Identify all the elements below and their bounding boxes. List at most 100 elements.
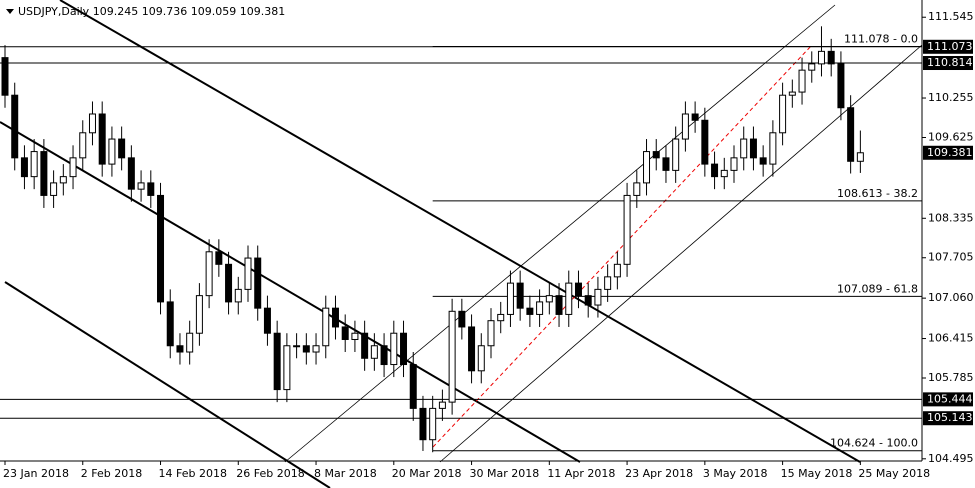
channel-line: [284, 4, 836, 463]
price-tag: [923, 145, 973, 160]
last-close: 109.381: [240, 5, 286, 18]
candle-body: [30, 151, 38, 178]
last-high: 109.736: [142, 5, 188, 18]
candle-body: [390, 332, 398, 366]
candle-body: [798, 69, 806, 93]
price-tag: [923, 39, 973, 54]
candle-body: [11, 94, 19, 159]
candle-body: [720, 169, 728, 178]
y-tick-label: 105.785: [928, 371, 974, 384]
channel-line: [439, 44, 923, 463]
candle-body: [701, 119, 709, 165]
candle-body: [419, 407, 427, 441]
candle-body: [370, 345, 378, 359]
candle-body: [69, 157, 77, 178]
x-tick-label: 25 May 2018: [858, 467, 930, 480]
candle-body: [147, 182, 155, 196]
candle-body: [195, 295, 203, 334]
price-tag: [923, 56, 973, 71]
candle-body: [127, 157, 135, 190]
candle-body: [672, 138, 680, 171]
candle-body: [351, 332, 359, 340]
menu-arrow[interactable]: [6, 9, 14, 14]
candle-body: [176, 345, 184, 353]
candle-body: [293, 345, 301, 348]
candle-body: [157, 194, 165, 303]
candle-body: [662, 157, 670, 171]
candle-body: [827, 50, 835, 65]
candle-body: [487, 320, 495, 347]
y-tick-label: 107.060: [928, 291, 974, 304]
x-tick-label: 26 Feb 2018: [236, 467, 304, 480]
candle-body: [856, 152, 864, 162]
candle-body: [438, 401, 446, 409]
header: USDJPY,Daily 109.245 109.736 109.059 109…: [18, 5, 285, 18]
candle-body: [225, 263, 233, 303]
y-tick-label: 110.255: [928, 91, 974, 104]
candle-body: [847, 107, 855, 162]
candle-body: [555, 295, 563, 315]
candle-body: [341, 326, 349, 340]
candle-body: [497, 313, 505, 322]
candle-body: [98, 113, 106, 165]
x-tick-label: 11 Apr 2018: [547, 467, 615, 480]
candle-body: [779, 94, 787, 134]
candle-body: [740, 138, 748, 159]
fib-label: 104.624 - 100.0: [830, 437, 918, 450]
candle-body: [88, 113, 96, 134]
candle-body: [574, 282, 582, 297]
candle-body: [409, 364, 417, 409]
price-tag-label: 109.381: [927, 146, 973, 159]
candle-body: [808, 63, 816, 71]
trendlines: [0, 0, 923, 488]
candle-body: [205, 251, 213, 297]
trendline: [4, 281, 331, 488]
y-tick-label: 107.705: [928, 251, 974, 264]
candle-body: [633, 182, 641, 196]
x-tick-label: 30 Mar 2018: [470, 467, 540, 480]
candle-body: [711, 163, 719, 178]
price-tag: [923, 411, 973, 426]
candle-body: [215, 251, 223, 265]
last-low: 109.059: [191, 5, 237, 18]
price-tag-label: 105.444: [927, 392, 973, 405]
candle-body: [108, 138, 116, 165]
candle-body: [283, 345, 291, 391]
candle-body: [759, 157, 767, 165]
candle-body: [594, 288, 602, 306]
candle-body: [536, 301, 544, 315]
candle-body: [1, 57, 9, 96]
candle-body: [331, 307, 339, 328]
y-tick-label: 109.625: [928, 130, 974, 143]
candle-body: [691, 113, 699, 121]
candle-body: [516, 282, 524, 309]
x-tick-label: 15 May 2018: [781, 467, 853, 480]
price-tag-label: 111.073: [927, 40, 973, 53]
y-tick-label: 104.495: [928, 452, 974, 465]
y-tick-label: 108.335: [928, 211, 974, 224]
candle-body: [769, 132, 777, 165]
candle-body: [458, 310, 466, 328]
candle-body: [730, 157, 738, 171]
candle-body: [118, 138, 126, 159]
candle-body: [526, 307, 534, 315]
candle-body: [166, 301, 174, 347]
candle-body: [137, 182, 145, 190]
candle-body: [613, 263, 621, 278]
candle-body: [477, 345, 485, 372]
candle-body: [254, 257, 262, 309]
price-tag-label: 110.814: [927, 56, 973, 69]
candle-body: [788, 91, 796, 96]
candle-body: [817, 50, 825, 65]
candle-body: [322, 307, 330, 347]
candle-body: [584, 295, 592, 306]
x-tick-label: 23 Jan 2018: [3, 467, 69, 480]
candle-body: [79, 132, 87, 159]
x-tick-label: 23 Apr 2018: [625, 467, 693, 480]
candle-body: [506, 282, 514, 315]
price-tag-label: 105.143: [927, 411, 973, 424]
x-tick-label: 8 Mar 2018: [314, 467, 377, 480]
y-tick-label: 111.545: [928, 10, 974, 23]
candle-body: [643, 151, 651, 184]
